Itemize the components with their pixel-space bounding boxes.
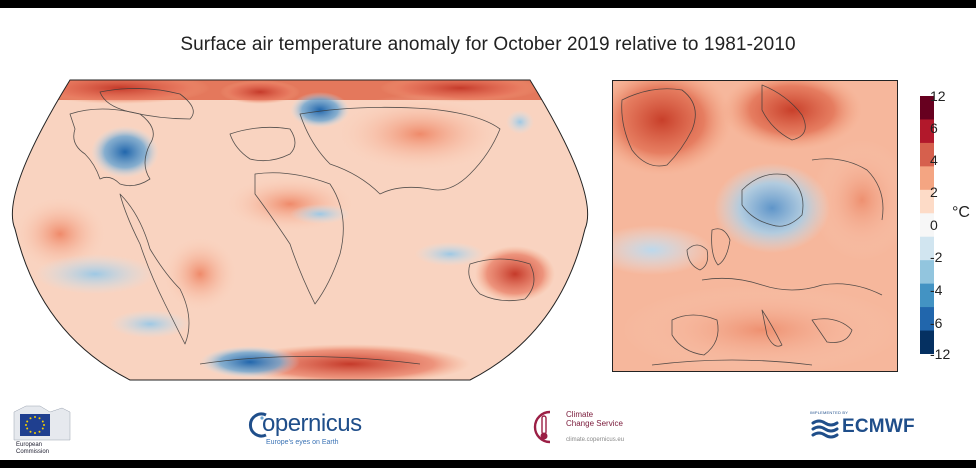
colorbar-segment — [920, 142, 934, 167]
europe-anomaly-map — [612, 80, 898, 372]
world-anomaly-map — [11, 79, 589, 381]
colorbar-tick: 2 — [930, 184, 938, 200]
colorbar-segment — [920, 330, 934, 354]
c3s-logo: Climate Change Service climate.copernicu… — [528, 406, 658, 450]
copernicus-c-icon — [248, 412, 267, 438]
colorbar-segment — [920, 189, 934, 214]
colorbar-tick: 0 — [930, 217, 938, 233]
ecmwf-wordmark: ECMWF — [842, 416, 915, 437]
bottom-border — [0, 460, 976, 468]
colorbar-tick: -4 — [930, 282, 943, 298]
copernicus-logo: opernicus Europe's eyes on Earth — [246, 408, 376, 448]
colorbar-segment — [920, 283, 934, 308]
colorbar-segment — [920, 119, 934, 144]
colorbar-tick: -2 — [930, 249, 943, 265]
colorbar-segment — [920, 307, 934, 332]
colorbar-tick: -6 — [930, 315, 943, 331]
ecmwf-implemented-by: IMPLEMENTED BY — [810, 410, 849, 415]
colorbar-tick: -12 — [930, 346, 951, 362]
colorbar-segment — [920, 260, 934, 285]
colorbar-segment — [920, 166, 934, 191]
colorbar-tick: 6 — [930, 120, 938, 136]
colorbar-segment — [920, 236, 934, 261]
copernicus-tagline: Europe's eyes on Earth — [266, 439, 339, 446]
copernicus-wordmark: opernicus — [262, 410, 362, 437]
european-commission-logo: European Commission — [6, 402, 76, 455]
c3s-url: climate.copernicus.eu — [566, 437, 625, 443]
ecmwf-wave-icon — [811, 419, 839, 439]
eu-flag-icon — [13, 405, 71, 441]
page-title: Surface air temperature anomaly for Octo… — [180, 34, 796, 55]
colorbar-tick: 12 — [930, 88, 946, 104]
c3s-name: Climate Change Service — [566, 410, 623, 428]
logo-strip: European Commission opernicus Europe's e… — [0, 396, 976, 456]
ecmwf-logo: IMPLEMENTED BY ECMWF — [808, 410, 918, 450]
colorbar-unit: °C — [952, 204, 970, 221]
top-border — [0, 0, 976, 8]
colorbar-tick: 4 — [930, 152, 938, 168]
colorbar-segment — [920, 96, 934, 120]
thermometer-icon — [533, 410, 551, 444]
colorbar-segment — [920, 213, 934, 238]
colorbar — [920, 96, 934, 354]
eu-caption: European Commission — [16, 442, 50, 455]
